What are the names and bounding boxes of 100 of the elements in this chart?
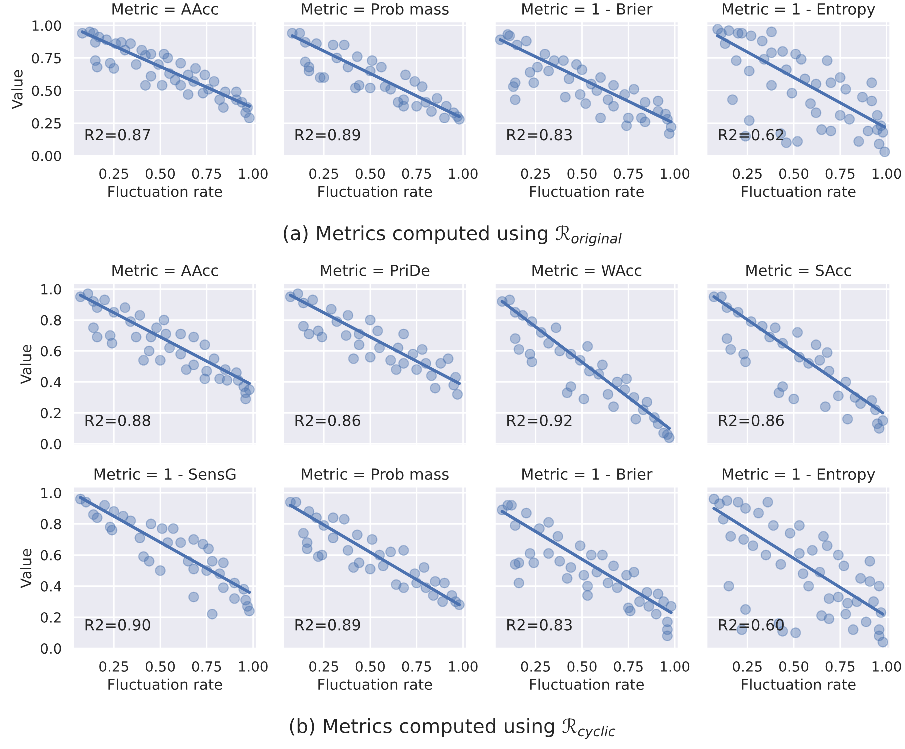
point xyxy=(798,568,809,580)
point xyxy=(786,88,798,99)
point xyxy=(188,534,200,546)
point xyxy=(824,614,835,624)
y-tick-label: 0.0 xyxy=(41,439,62,450)
point xyxy=(666,601,677,612)
point xyxy=(824,593,835,604)
point xyxy=(866,96,878,107)
chart-title: Metric = 1 - Entropy xyxy=(723,3,876,18)
x-tick-label: 1.00 xyxy=(239,661,268,672)
point xyxy=(740,604,752,616)
point xyxy=(188,360,200,371)
point xyxy=(746,30,757,42)
point xyxy=(428,590,439,602)
point xyxy=(582,590,594,602)
point xyxy=(807,545,818,556)
point xyxy=(826,78,837,88)
point xyxy=(514,344,525,356)
point xyxy=(365,314,376,326)
point xyxy=(740,503,752,514)
point xyxy=(218,558,229,568)
x-tick-label: 0.25 xyxy=(521,168,550,180)
point xyxy=(328,40,339,51)
point xyxy=(842,414,854,425)
point xyxy=(597,550,608,561)
x-tick-label: 0.25 xyxy=(733,661,762,672)
x-tick-label: 0.50 xyxy=(356,661,386,672)
point xyxy=(766,48,778,58)
point xyxy=(744,66,755,77)
point xyxy=(543,517,554,528)
point xyxy=(514,578,525,589)
point xyxy=(190,63,202,74)
point xyxy=(623,112,634,124)
y-axis-title: Value xyxy=(20,345,32,384)
point xyxy=(354,340,365,350)
x-tick-label: 0.50 xyxy=(568,661,597,672)
point xyxy=(810,108,822,118)
point xyxy=(595,72,606,84)
point xyxy=(200,70,210,81)
point xyxy=(426,106,438,118)
point xyxy=(864,576,876,588)
point xyxy=(304,328,315,340)
point xyxy=(202,366,212,377)
x-tick-label: 1.00 xyxy=(449,168,478,180)
text: (b) Metrics computed using ℛ$_{cyclic}$ xyxy=(290,718,616,740)
y-tick-label: 0.4 xyxy=(41,581,62,592)
point xyxy=(144,346,155,357)
point xyxy=(878,127,888,138)
point xyxy=(417,82,428,92)
point xyxy=(822,347,833,358)
point xyxy=(582,341,594,352)
point xyxy=(560,92,571,103)
y-tick-label: 0.2 xyxy=(41,612,61,623)
point xyxy=(439,578,450,589)
point xyxy=(543,338,554,349)
y-tick-label: 0.8 xyxy=(41,315,62,326)
chart-title: Metric = AAcc xyxy=(112,264,218,276)
point xyxy=(760,550,772,561)
point xyxy=(580,98,592,110)
point xyxy=(162,52,174,64)
x-axis-title: Fluctuation rate xyxy=(742,678,856,690)
point xyxy=(757,36,768,47)
point xyxy=(398,101,410,112)
point xyxy=(878,636,888,648)
point xyxy=(354,80,365,91)
point xyxy=(776,559,786,570)
point xyxy=(164,342,176,354)
point xyxy=(521,508,532,519)
point xyxy=(874,423,885,434)
y-tick-label: 0.6 xyxy=(41,346,62,357)
point xyxy=(176,80,186,91)
point xyxy=(794,548,805,560)
point xyxy=(582,581,594,592)
point xyxy=(328,512,339,524)
point xyxy=(200,340,210,350)
y-tick-label: 1.00 xyxy=(32,20,62,32)
point xyxy=(182,89,194,100)
point xyxy=(820,402,831,412)
point xyxy=(510,520,521,532)
point xyxy=(417,344,428,356)
point xyxy=(176,348,186,360)
x-axis-title: Fluctuation rate xyxy=(530,678,644,690)
point xyxy=(642,396,653,408)
point xyxy=(366,55,378,66)
point xyxy=(365,82,376,94)
point xyxy=(854,136,864,148)
point xyxy=(207,609,218,620)
point xyxy=(794,520,805,532)
point xyxy=(526,356,538,368)
point xyxy=(732,497,744,508)
x-axis-title: Fluctuation rate xyxy=(108,678,222,690)
point xyxy=(796,54,807,65)
chart-title: Metric = PriDe xyxy=(321,264,430,276)
point xyxy=(354,558,365,568)
point xyxy=(578,570,590,581)
point xyxy=(644,601,654,612)
point xyxy=(208,76,220,88)
x-tick-label: 0.25 xyxy=(733,168,762,180)
point xyxy=(634,596,646,608)
point xyxy=(304,66,315,77)
